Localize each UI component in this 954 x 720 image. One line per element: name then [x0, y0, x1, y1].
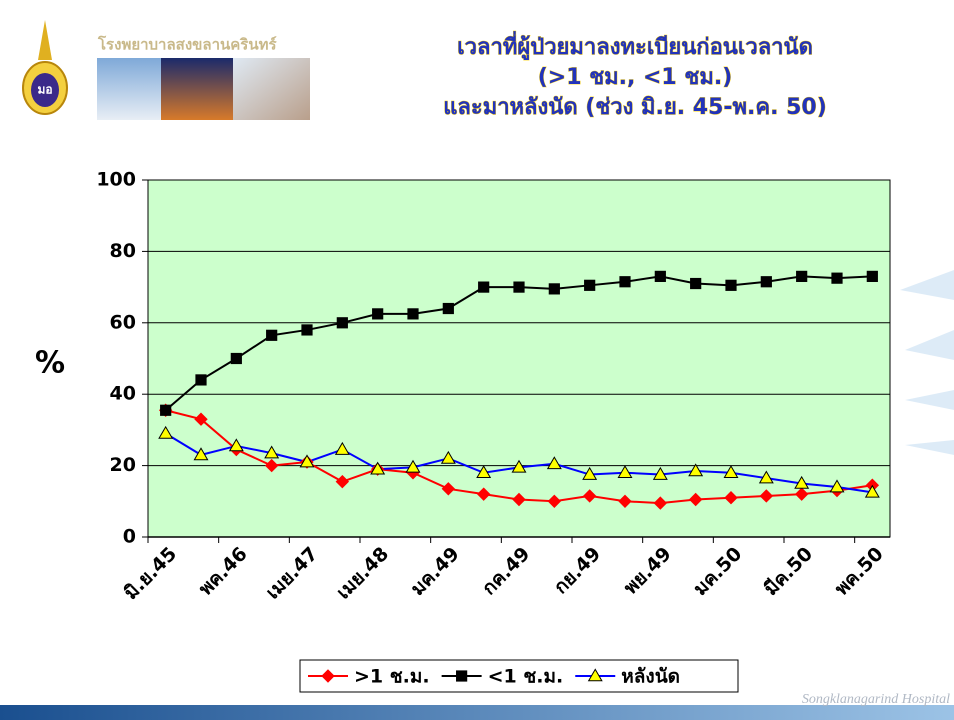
legend-marker: [587, 668, 603, 682]
marker: [866, 270, 878, 282]
marker: [160, 404, 172, 416]
chart-title: เวลาที่ผู้ป่วยมาลงทะเบียนก่อนเวลานัด: [457, 30, 813, 61]
marker: [441, 482, 456, 496]
marker: [796, 270, 808, 282]
photo: [233, 58, 310, 120]
marker: [264, 445, 280, 459]
marker: [619, 276, 631, 288]
marker: [370, 461, 386, 475]
marker: [584, 279, 596, 291]
marker: [334, 441, 350, 455]
marker: [264, 458, 279, 473]
marker: [690, 277, 702, 290]
marker: [195, 374, 207, 386]
marker: [654, 270, 666, 282]
marker: [512, 492, 526, 507]
marker: [158, 425, 174, 439]
photo: [97, 58, 161, 120]
marker: [335, 474, 350, 489]
marker: [478, 281, 490, 293]
marker: [582, 489, 597, 503]
marker: [230, 352, 242, 365]
marker: [725, 279, 737, 291]
marker: [617, 465, 633, 479]
marker: [829, 479, 845, 493]
logo: มอ: [22, 20, 68, 115]
footer-band: [0, 705, 954, 720]
legend-label: หลังนัด: [621, 666, 680, 688]
marker: [194, 412, 208, 426]
y-tick-label: 100: [96, 169, 136, 191]
decoration: [900, 270, 954, 455]
marker: [618, 494, 632, 509]
marker: [831, 272, 843, 284]
y-tick-label: 80: [110, 240, 136, 262]
marker: [794, 475, 810, 489]
marker: [405, 459, 421, 473]
marker: [266, 329, 278, 341]
svg-text:มอ: มอ: [37, 83, 52, 97]
marker: [476, 487, 491, 501]
marker: [546, 456, 562, 470]
legend-marker: [456, 670, 468, 682]
marker: [228, 438, 244, 452]
marker: [759, 489, 774, 503]
y-tick-label: 40: [110, 383, 136, 405]
marker: [582, 466, 598, 480]
y-tick-label: 0: [123, 526, 136, 548]
marker: [476, 465, 492, 479]
y-tick-label: 60: [110, 311, 136, 333]
marker: [548, 283, 560, 295]
marker: [299, 454, 315, 468]
legend-marker: [321, 669, 335, 683]
marker: [513, 281, 525, 293]
marker: [372, 308, 384, 320]
chart-title: และมาหลังนัด (ช่วง มิ.ย. 45-พ.ค. 50): [443, 95, 827, 120]
y-axis-label: %: [35, 346, 65, 381]
legend-box: [299, 659, 739, 693]
marker: [442, 302, 454, 315]
y-tick-label: 20: [110, 454, 136, 476]
marker: [547, 494, 562, 509]
marker: [440, 450, 456, 464]
marker: [653, 496, 668, 510]
marker: [407, 308, 419, 320]
marker: [652, 466, 668, 480]
chart-title: (>1 ชม., <1 ชม.): [538, 65, 733, 90]
marker: [723, 465, 739, 479]
marker: [794, 487, 809, 501]
marker: [511, 459, 527, 473]
marker: [688, 492, 703, 507]
marker: [193, 447, 209, 461]
marker: [864, 484, 880, 498]
marker: [688, 463, 704, 477]
marker: [724, 491, 738, 505]
legend-label: <1 ช.ม.: [488, 666, 564, 688]
plot-area: [147, 179, 891, 538]
marker: [336, 317, 348, 329]
hospital-name: โรงพยาบาลสงขลานครินทร์: [97, 35, 278, 54]
legend-label: >1 ช.ม.: [354, 666, 430, 688]
marker: [758, 470, 774, 484]
footer-text: Songklanagarind Hospital: [802, 692, 950, 707]
photo: [161, 58, 233, 120]
marker: [760, 276, 772, 288]
marker: [301, 324, 313, 336]
